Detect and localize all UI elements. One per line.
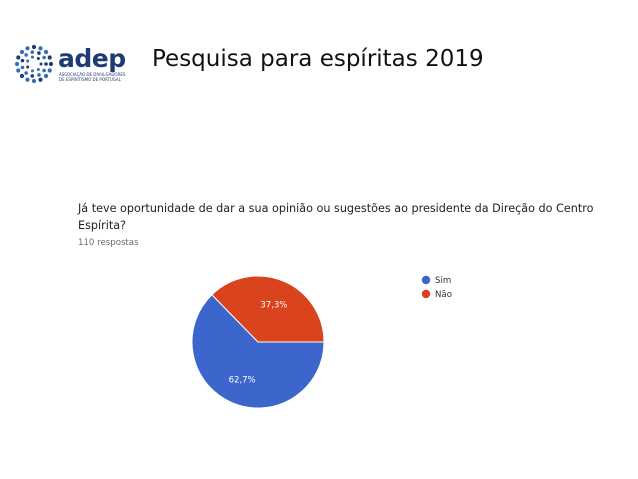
logo-dot <box>36 57 40 61</box>
logo-dot <box>30 50 35 54</box>
chart-question: Já teve oportunidade de dar a sua opiniã… <box>78 202 594 232</box>
logo-dot <box>42 55 46 60</box>
logo-dot <box>36 67 40 71</box>
logo-dot <box>19 49 25 55</box>
logo-dot <box>31 78 37 84</box>
logo-dot <box>19 73 25 79</box>
legend-swatch <box>421 289 431 299</box>
logo-dot <box>20 58 25 63</box>
logo-dot <box>43 49 49 55</box>
logo-dot <box>30 74 35 78</box>
logo-dot <box>47 68 52 73</box>
logo-dot <box>16 55 21 60</box>
chart-panel: Já teve oportunidade de dar a sua opiniã… <box>62 186 598 438</box>
logo-dot <box>38 46 43 51</box>
logo-dot <box>24 53 28 57</box>
logo-dot <box>38 77 43 82</box>
legend-swatch <box>421 275 431 285</box>
logo-dots-icon <box>14 44 54 84</box>
response-count: 110 respostas <box>78 238 139 248</box>
logo-dot <box>16 68 21 73</box>
logo-dot <box>37 51 41 55</box>
logo-dot <box>26 65 30 69</box>
logo-dot <box>44 62 48 66</box>
logo-wordmark: adep <box>58 44 126 73</box>
pie-slice-sim[interactable] <box>191 294 325 409</box>
logo-dot <box>47 55 52 60</box>
logo-dot <box>42 68 46 73</box>
logo-dot <box>26 59 30 63</box>
logo-dot <box>43 73 49 79</box>
slide-title: Pesquisa para espíritas 2019 <box>152 46 484 72</box>
pie-slice-label: 37,3% <box>260 300 287 310</box>
logo-dot <box>30 69 34 73</box>
pie-chart: 62,7% 37,3% Sim Não <box>191 275 452 409</box>
adep-logo: adep ASSOCIAÇÃO DE DIVULGADORES DE ESPIR… <box>14 42 126 86</box>
logo-dot <box>25 77 30 82</box>
logo-dot <box>25 46 30 51</box>
logo-subtitle: ASSOCIAÇÃO DE DIVULGADORES DE ESPIRITISM… <box>59 72 126 82</box>
logo-dot <box>39 62 43 66</box>
logo-dot <box>14 61 20 67</box>
logo-dot <box>20 65 25 70</box>
pie-slice-não[interactable] <box>211 275 325 343</box>
legend-label[interactable]: Não <box>435 290 452 300</box>
legend-label[interactable]: Sim <box>435 276 451 286</box>
pie-slice-label: 62,7% <box>229 376 256 386</box>
logo-dot <box>30 55 34 59</box>
logo-dot <box>24 71 28 75</box>
logo-dot <box>37 73 41 77</box>
logo-dot <box>48 61 54 67</box>
logo-dot <box>31 44 37 50</box>
